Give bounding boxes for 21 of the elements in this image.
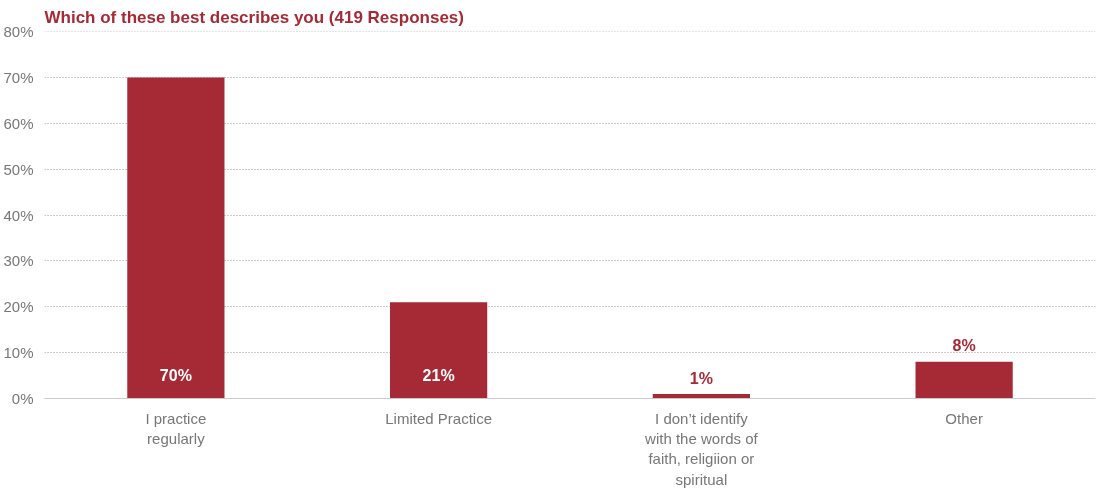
data-label: 21% (422, 366, 455, 384)
x-tick-label: Other (945, 409, 983, 427)
y-tick-label: 30% (3, 252, 34, 270)
x-tick-label: Limited Practice (385, 409, 492, 427)
bar (915, 361, 1013, 399)
data-label: 8% (952, 337, 976, 355)
y-tick-label: 0% (11, 390, 34, 407)
y-tick-label: 70% (3, 68, 34, 86)
data-label: 70% (159, 366, 192, 384)
data-label: 1% (689, 369, 713, 387)
y-tick-label: 60% (3, 114, 34, 132)
bar (127, 77, 225, 399)
y-tick-label: 50% (3, 160, 34, 178)
y-tick-label: 40% (3, 206, 34, 224)
y-tick-label: 20% (3, 298, 34, 316)
y-tick-label: 10% (3, 344, 34, 362)
bar (390, 302, 488, 399)
chart-title: Which of these best describes you (419 Responses) (44, 7, 464, 27)
x-tick-label: I practice regularly (145, 409, 207, 447)
x-tick-label: I don’t identify with the words of faith, religiion or spiritual (644, 409, 759, 488)
y-tick-label: 80% (3, 23, 34, 40)
